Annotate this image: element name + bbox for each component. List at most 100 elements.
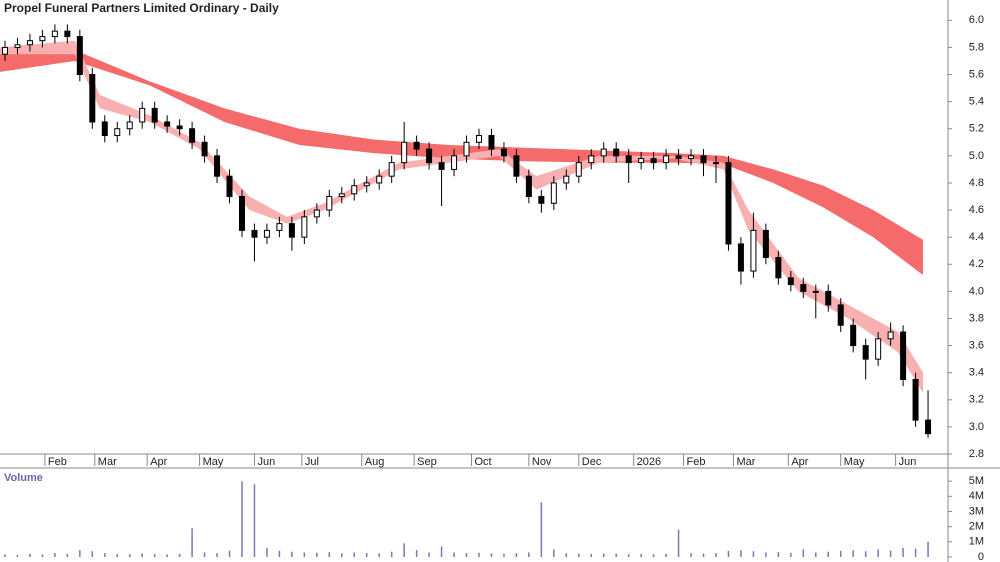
y-tick-label: 4.8: [969, 177, 984, 189]
candle-body: [1, 46, 8, 55]
volume-bar: [827, 551, 830, 557]
candle-body: [214, 155, 221, 177]
volume-bar: [4, 554, 6, 557]
volume-bar: [66, 553, 69, 557]
volume-bar: [253, 484, 256, 557]
candle-body: [500, 148, 507, 157]
x-tick-label: Jul: [305, 456, 319, 468]
volume-panel: 0 1M 2M 3M 4M 5M: [4, 475, 984, 562]
candle-body: [538, 196, 545, 204]
volume-bar: [216, 553, 218, 557]
volume-bar: [877, 549, 879, 557]
volume-bar: [752, 551, 755, 557]
candle-body: [126, 121, 133, 130]
volume-bar: [166, 554, 168, 557]
volume-bar: [54, 553, 56, 557]
volume-bar: [914, 548, 917, 557]
candle-body: [575, 162, 582, 177]
volume-bar: [815, 552, 817, 557]
volume-bar: [41, 554, 44, 557]
y-tick-label: 3.4: [969, 367, 984, 379]
candle-body: [451, 155, 458, 170]
y-tick-label: 6.0: [969, 14, 984, 26]
candle-body: [363, 182, 370, 187]
volume-bar: [627, 554, 630, 557]
y-tick-label: 5.6: [969, 68, 984, 80]
x-tick-label: Dec: [582, 456, 602, 468]
price-panel: 2.8 3.0 3.2 3.4 3.6 3.8 4.0 4.2 4.4 4.6 4.8 5.0 5.2 5…: [0, 14, 984, 468]
y-tick-label: 3M: [969, 505, 984, 517]
candle-body: [825, 290, 832, 306]
candle-body: [189, 128, 196, 143]
y-tick-label: 5.0: [969, 150, 984, 162]
x-tick-label: May: [844, 456, 865, 468]
candle-body: [276, 223, 283, 231]
candle-body: [650, 158, 657, 164]
volume-bar: [478, 552, 480, 557]
candle-body: [226, 175, 233, 198]
y-tick-label: 3.0: [969, 421, 984, 433]
candle-body: [164, 121, 171, 127]
x-tick-label: Sep: [417, 456, 437, 468]
x-tick-label: Apr: [791, 456, 808, 468]
volume-bar: [291, 551, 293, 557]
y-tick-label: 0: [978, 551, 984, 562]
volume-bar: [328, 552, 331, 557]
candle-body: [76, 36, 83, 76]
y-tick-label: 4.0: [969, 285, 984, 297]
candle-body: [64, 30, 71, 38]
volume-bar: [852, 550, 854, 557]
volume-bar: [839, 550, 842, 557]
candle-body: [238, 196, 245, 231]
volume-bar: [266, 547, 268, 557]
volume-bar: [91, 551, 94, 557]
volume-bar: [727, 550, 730, 557]
y-tick-label: 5.4: [969, 96, 984, 108]
volume-bar: [29, 553, 31, 557]
y-tick-label: 4.2: [969, 258, 984, 270]
y-tick-label: 4M: [969, 490, 984, 502]
volume-bar: [241, 481, 243, 557]
candle-body: [313, 209, 320, 218]
candle-body: [812, 290, 819, 293]
y-tick-label: 1M: [969, 536, 984, 548]
y-tick-label: 3.2: [969, 394, 984, 406]
x-tick-label: Feb: [687, 456, 706, 468]
volume-bar: [565, 553, 568, 557]
x-tick-label: Oct: [475, 456, 492, 468]
volume-bar: [116, 553, 119, 557]
volume-bar: [765, 552, 767, 557]
volume-bar: [178, 553, 181, 557]
volume-bar: [740, 550, 742, 557]
volume-bar: [128, 554, 131, 557]
candle-body: [600, 148, 607, 157]
candle-body: [251, 229, 258, 238]
y-tick-label: 3.8: [969, 312, 984, 324]
volume-bar: [602, 553, 605, 557]
volume-bar: [677, 529, 680, 557]
candle-body: [912, 378, 919, 421]
candle-body: [663, 155, 670, 164]
x-tick-label: Jun: [899, 456, 917, 468]
volume-bar: [390, 551, 393, 557]
volume-bar: [902, 547, 904, 557]
candle-body: [139, 107, 146, 123]
x-tick-label: Jun: [257, 456, 275, 468]
volume-bar: [490, 553, 493, 557]
candle-body: [413, 141, 420, 150]
candle-body: [114, 128, 121, 137]
volume-bar: [790, 552, 792, 557]
volume-bar: [665, 553, 667, 557]
volume-bar: [341, 553, 343, 557]
candle-body: [588, 155, 595, 164]
volume-bar: [191, 528, 193, 557]
volume-bar: [453, 552, 455, 557]
candle-body: [338, 193, 345, 198]
volume-bar: [889, 550, 892, 557]
candle-body: [688, 155, 695, 160]
candle-body: [26, 40, 33, 46]
candle-body: [712, 162, 719, 165]
volume-bar: [690, 553, 692, 557]
volume-bar: [553, 549, 555, 557]
